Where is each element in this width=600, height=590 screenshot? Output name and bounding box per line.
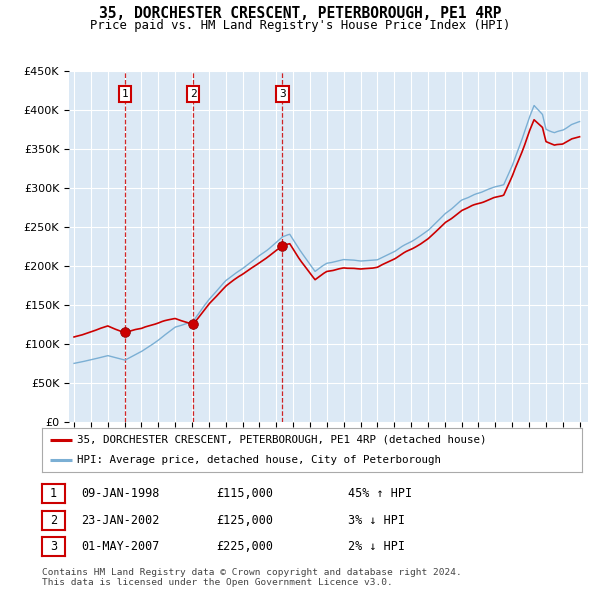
Text: 23-JAN-2002: 23-JAN-2002 [81, 514, 160, 527]
Text: £225,000: £225,000 [216, 540, 273, 553]
Text: Price paid vs. HM Land Registry's House Price Index (HPI): Price paid vs. HM Land Registry's House … [90, 19, 510, 32]
Text: 01-MAY-2007: 01-MAY-2007 [81, 540, 160, 553]
Text: 2% ↓ HPI: 2% ↓ HPI [348, 540, 405, 553]
Text: Contains HM Land Registry data © Crown copyright and database right 2024.
This d: Contains HM Land Registry data © Crown c… [42, 568, 462, 587]
Text: 09-JAN-1998: 09-JAN-1998 [81, 487, 160, 500]
Text: 1: 1 [122, 89, 128, 99]
Text: £125,000: £125,000 [216, 514, 273, 527]
Text: 3: 3 [279, 89, 286, 99]
Text: 3% ↓ HPI: 3% ↓ HPI [348, 514, 405, 527]
Text: 1: 1 [50, 487, 57, 500]
Text: 35, DORCHESTER CRESCENT, PETERBOROUGH, PE1 4RP: 35, DORCHESTER CRESCENT, PETERBOROUGH, P… [99, 6, 501, 21]
Text: 45% ↑ HPI: 45% ↑ HPI [348, 487, 412, 500]
Text: 35, DORCHESTER CRESCENT, PETERBOROUGH, PE1 4RP (detached house): 35, DORCHESTER CRESCENT, PETERBOROUGH, P… [77, 435, 487, 445]
Text: HPI: Average price, detached house, City of Peterborough: HPI: Average price, detached house, City… [77, 455, 441, 465]
Text: 2: 2 [50, 514, 57, 527]
Text: 2: 2 [190, 89, 196, 99]
Text: 3: 3 [50, 540, 57, 553]
Text: £115,000: £115,000 [216, 487, 273, 500]
